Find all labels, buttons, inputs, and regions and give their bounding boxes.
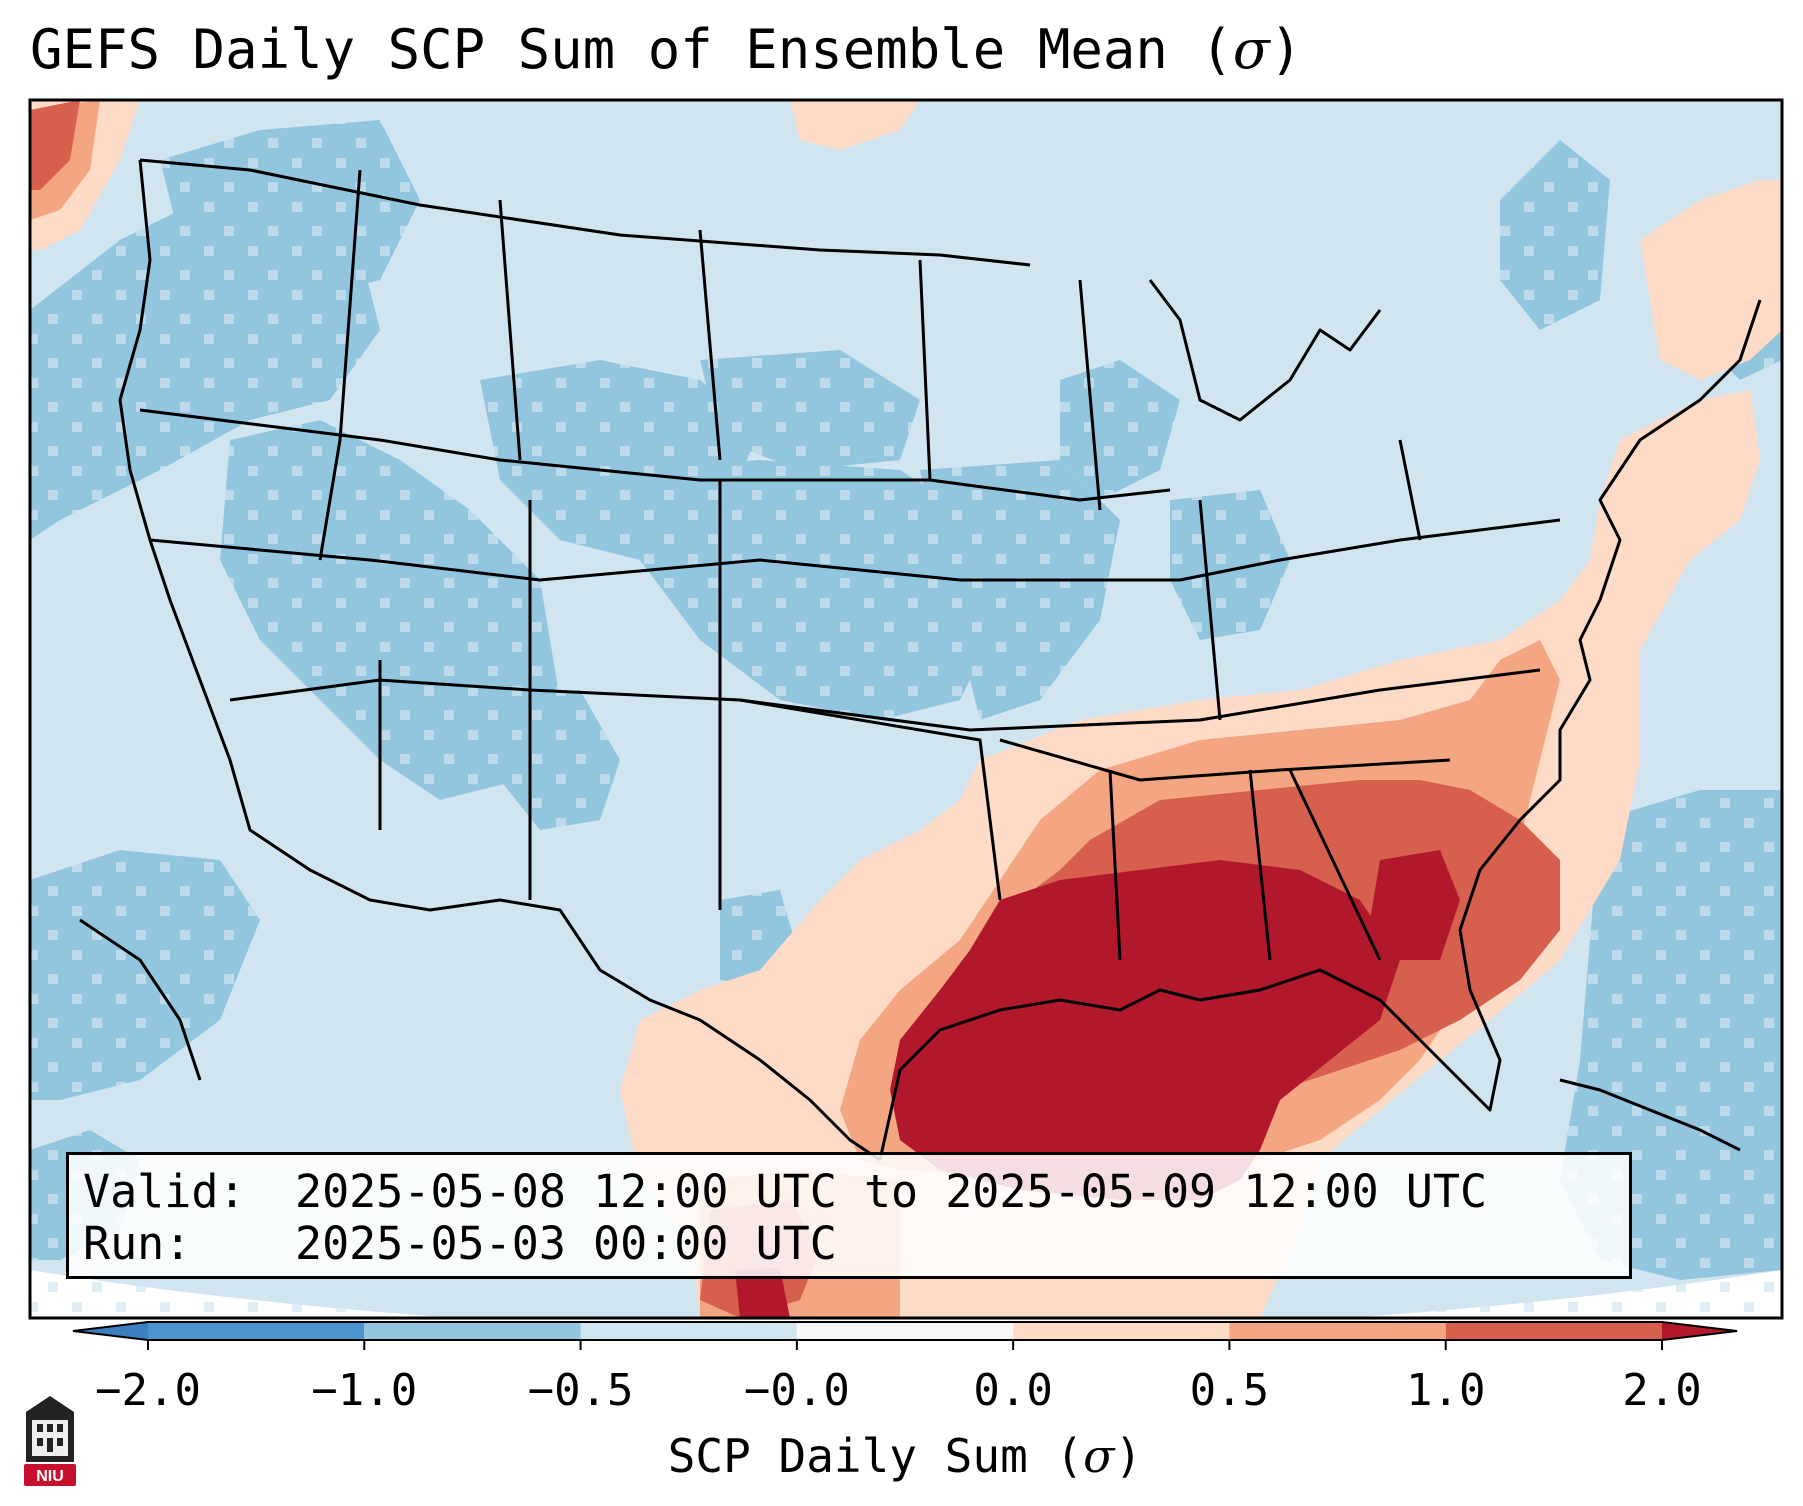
border-lines xyxy=(79,158,1762,1162)
colorbar-segment xyxy=(148,1322,365,1340)
positive-region-northeast xyxy=(1640,180,1782,380)
field-layers xyxy=(30,100,1782,1318)
gulf-and-east-coast xyxy=(878,299,1762,1161)
run-line: Run: 2025-05-03 00:00 UTC xyxy=(83,1217,837,1271)
colorbar-tick-label: −0.0 xyxy=(743,1365,850,1416)
logo-banner xyxy=(24,1464,76,1486)
valid-value: 2025-05-08 12:00 UTC to 2025-05-09 12:00… xyxy=(295,1165,1488,1218)
positive-core xyxy=(890,860,1400,1200)
colorbar-tick-label: 2.0 xyxy=(1622,1365,1702,1416)
colorbar-extend-high xyxy=(1662,1322,1737,1340)
caribbean-islands xyxy=(1559,1078,1741,1152)
colorbar-tick-label: −2.0 xyxy=(95,1365,201,1416)
midwest-verticals xyxy=(918,259,1422,721)
logo-text: NIU xyxy=(36,1468,64,1485)
state-row-2 xyxy=(149,518,1561,582)
positive-region-strong-nw xyxy=(30,100,80,190)
colorbar-segment xyxy=(1229,1322,1446,1340)
baja-coast xyxy=(79,918,202,1081)
great-lakes-outline xyxy=(1148,279,1382,422)
state-row-3 xyxy=(229,668,1541,732)
info-box: Valid: 2025-05-08 12:00 UTC to 2025-05-09… xyxy=(66,1152,1632,1279)
colorbar xyxy=(72,1321,1738,1350)
us-canada-border xyxy=(139,158,1031,267)
colorbar-segment xyxy=(580,1322,797,1340)
colorbar-tick-label: 0.5 xyxy=(1189,1365,1270,1416)
positive-core-2 xyxy=(1370,850,1460,960)
colorbar-tick-label: 1.0 xyxy=(1405,1365,1486,1416)
positive-region-northwest-2 xyxy=(790,100,920,150)
southeast-verticals xyxy=(1108,769,1382,961)
positive-core-south xyxy=(735,1268,790,1318)
colorbar-segment xyxy=(1013,1322,1230,1340)
map-frame xyxy=(28,98,1784,1320)
colorbar-tick-label: −1.0 xyxy=(311,1365,418,1416)
colorbar-segment xyxy=(796,1322,1014,1340)
colorbar-tick-label: −0.5 xyxy=(527,1365,634,1416)
niu-logo-badge: NIU xyxy=(20,1392,80,1488)
west-verticals xyxy=(318,169,722,561)
chart-title: GEFS Daily SCP Sum of Ensemble Mean (σ) xyxy=(30,18,1303,81)
colorbar-segment xyxy=(1445,1322,1662,1340)
colorbar-label: SCP Daily Sum (σ) xyxy=(667,1429,1143,1483)
state-verticals xyxy=(378,480,1002,910)
colorbar-extend-low xyxy=(73,1322,148,1340)
run-value: 2025-05-03 00:00 UTC xyxy=(295,1217,837,1270)
colorbar-segment xyxy=(364,1322,581,1340)
colorbar-tick-label: 0.0 xyxy=(973,1365,1053,1416)
south-row xyxy=(999,738,1451,782)
west-coast-and-border xyxy=(118,159,881,1162)
run-label: Run: xyxy=(83,1217,192,1270)
valid-line: Valid: 2025-05-08 12:00 UTC to 2025-05-09… xyxy=(83,1165,1487,1219)
valid-label: Valid: xyxy=(83,1165,246,1218)
state-row-1 xyxy=(139,408,1171,502)
